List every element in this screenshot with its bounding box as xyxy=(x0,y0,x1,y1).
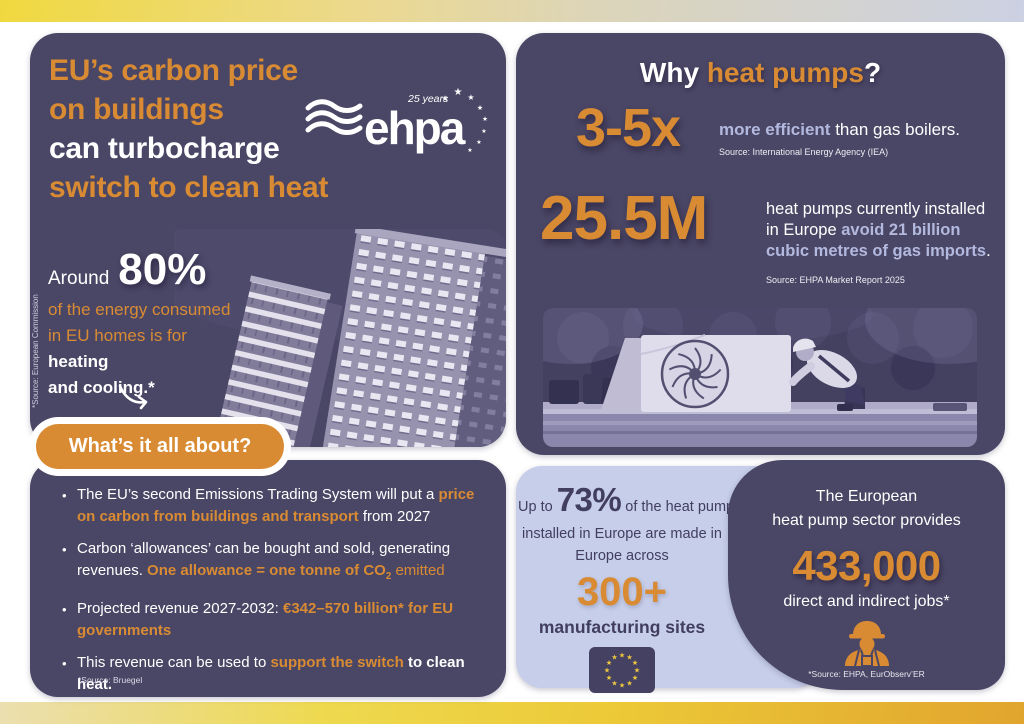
svg-text:★: ★ xyxy=(467,147,472,154)
svg-text:★: ★ xyxy=(606,659,612,667)
logo-wordmark: ehpa xyxy=(364,102,466,154)
stat-jobs-label: direct and indirect jobs* xyxy=(783,593,950,610)
caption-line: The European xyxy=(815,488,918,505)
stat-80-percent: Around 80% xyxy=(48,245,206,295)
curved-arrow-icon xyxy=(118,384,148,410)
source-note: *Source: Bruegel xyxy=(78,675,143,685)
source-note: *Source: EHPA, EurObserv’ER xyxy=(808,669,925,679)
bottom-gradient-bar xyxy=(0,702,1024,724)
svg-text:★: ★ xyxy=(619,652,625,660)
stat-efficiency-value: 3-5x xyxy=(576,98,681,158)
panel-carbon-price: EU’s carbon price on buildings can turbo… xyxy=(30,33,506,447)
svg-text:★: ★ xyxy=(441,94,448,103)
svg-text:★: ★ xyxy=(454,87,463,98)
tower-right xyxy=(321,229,506,447)
ets-bullet: This revenue can be used to support the … xyxy=(60,652,494,695)
building-photo xyxy=(174,229,506,447)
caption-highlight: avoid 21 billion cubic metres of gas imp… xyxy=(766,221,987,260)
ets-bullet: The EU’s second Emissions Trading System… xyxy=(60,484,494,527)
svg-text:★: ★ xyxy=(619,682,625,690)
eu-flag-icon: ★ ★★★★★★★★★★★ xyxy=(589,647,655,693)
caption-line: Europe across xyxy=(575,547,669,564)
title-line: on buildings xyxy=(49,93,224,126)
ehpa-logo: ehpa 25 years ★★ ★★★★★★ xyxy=(305,87,488,154)
jobs-content: The European heat pump sector provides 4… xyxy=(728,460,1005,679)
source-note: Source: International Energy Agency (IEA… xyxy=(719,147,889,157)
svg-text:★: ★ xyxy=(481,128,486,135)
stat-73-line: Up to 73% of the heat pumps xyxy=(518,481,741,524)
source-note: Source: EHPA Market Report 2025 xyxy=(766,275,905,285)
caption-text: heat pumps currently installed in Europe xyxy=(766,200,986,239)
svg-text:★: ★ xyxy=(477,104,483,112)
stat-80-caption: of the energy consumed in EU homes is fo… xyxy=(48,297,230,401)
title-line: can turbocharge xyxy=(49,132,280,165)
stat-suffix: of the heat pumps xyxy=(621,499,742,515)
ets-bullet: Carbon ‘allowances’ can be bought and so… xyxy=(60,538,494,587)
stat-prefix: Up to xyxy=(518,499,557,515)
svg-text:★: ★ xyxy=(611,654,617,662)
caption-line: heat pump sector provides xyxy=(772,512,961,529)
ets-bullet-list: The EU’s second Emissions Trading System… xyxy=(60,484,494,706)
caption-line: heating xyxy=(48,352,109,371)
panel-ets-facts: The EU’s second Emissions Trading System… xyxy=(30,460,506,697)
stat-300-value: 300+ xyxy=(576,570,668,614)
title-line: EU’s carbon price xyxy=(49,54,298,87)
caption-line: and cooling.* xyxy=(48,378,155,397)
svg-text:★: ★ xyxy=(632,674,638,682)
logo-badge: 25 years xyxy=(407,93,449,105)
svg-text:★: ★ xyxy=(634,667,640,675)
stat-jobs-value: 433,000 xyxy=(792,542,941,589)
worker-icon xyxy=(844,621,889,666)
stat-value: 73% xyxy=(556,481,622,518)
caption-text: . xyxy=(986,242,991,260)
top-gradient-bar xyxy=(0,0,1024,22)
stat-efficiency-caption: more efficient than gas boilers. Source:… xyxy=(719,119,991,163)
section-title: Why heat pumps? xyxy=(516,57,1005,89)
svg-text:★: ★ xyxy=(632,659,638,667)
logo-stars-icon: ★★ ★★★★★★ xyxy=(441,87,488,154)
svg-text:★: ★ xyxy=(482,115,488,123)
wave-icon xyxy=(305,99,363,135)
stat-installed-value: 25.5M xyxy=(540,184,708,253)
title-part: ? xyxy=(863,57,882,88)
source-note-vertical: *Source: European Commission xyxy=(31,294,40,408)
panel-why-heat-pumps: Why heat pumps? 3-5x more efficient than… xyxy=(516,33,1005,455)
title-part: Why xyxy=(639,57,707,88)
whats-it-about-button[interactable]: What’s it all about? xyxy=(36,424,284,469)
stat-prefix: Around xyxy=(48,268,110,289)
panel-jobs: The European heat pump sector provides 4… xyxy=(728,460,1005,690)
svg-text:★: ★ xyxy=(611,679,617,687)
title-line: switch to clean heat xyxy=(49,171,329,204)
worker-figure xyxy=(789,338,865,411)
svg-text:★: ★ xyxy=(626,654,632,662)
page-title: EU’s carbon price on buildings can turbo… xyxy=(49,51,328,207)
stat-installed-caption: heat pumps currently installed in Europe… xyxy=(766,199,994,291)
heat-pump-photo xyxy=(543,308,977,447)
svg-text:★: ★ xyxy=(626,679,632,687)
made-in-europe-content: Up to 73% of the heat pumps installed in… xyxy=(518,466,741,693)
stat-300-label: manufacturing sites xyxy=(538,617,706,637)
caption-text: than gas boilers. xyxy=(830,120,960,139)
heat-pump-unit xyxy=(601,334,791,412)
title-part: heat pumps xyxy=(706,57,864,88)
stat-value: 80% xyxy=(118,245,207,294)
svg-text:★: ★ xyxy=(476,139,481,146)
svg-text:★: ★ xyxy=(604,667,610,675)
svg-text:★: ★ xyxy=(467,93,474,102)
caption-line: in EU homes is for xyxy=(48,326,187,345)
caption-line: installed in Europe are made in xyxy=(522,526,722,542)
svg-text:★: ★ xyxy=(606,674,612,682)
caption-line: of the energy consumed xyxy=(48,300,231,319)
caption-highlight: more efficient xyxy=(719,120,831,139)
tower-left xyxy=(204,275,343,447)
ets-bullet: Projected revenue 2027-2032: €342–570 bi… xyxy=(60,598,494,641)
